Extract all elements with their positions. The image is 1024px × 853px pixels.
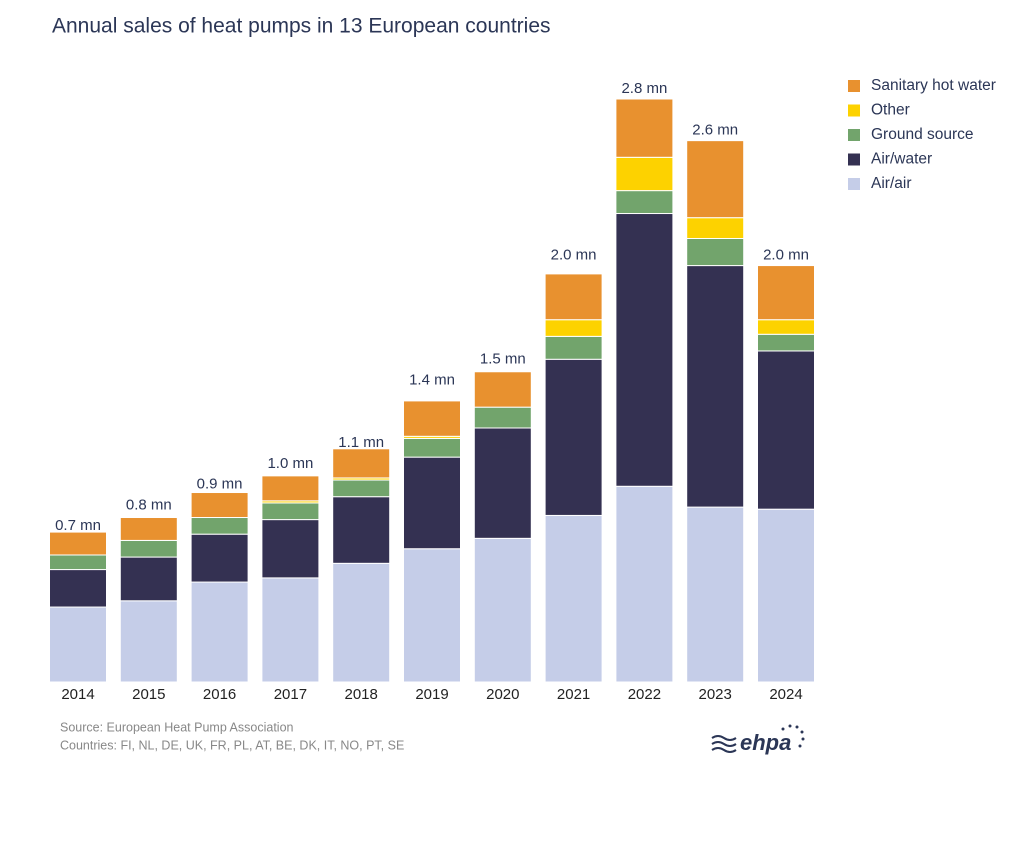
- legend-swatch: [848, 104, 860, 117]
- legend-swatch: [848, 178, 860, 190]
- x-tick-label: 2015: [132, 686, 165, 703]
- bar-segment: [544, 358, 603, 516]
- total-label: 1.4 mn: [409, 371, 455, 388]
- bar-segment: [686, 238, 745, 267]
- bar-segment: [190, 492, 249, 519]
- bar-segment: [473, 427, 532, 539]
- bar-segment: [615, 156, 674, 192]
- legend-label: Air/water: [871, 151, 932, 168]
- total-label: 1.1 mn: [338, 434, 384, 451]
- bar-segment: [686, 217, 745, 240]
- bar-segment: [757, 508, 815, 683]
- bar-segment: [190, 517, 249, 535]
- bar-segment: [261, 519, 320, 579]
- bar-segment: [615, 190, 674, 215]
- bar-segment: [686, 140, 745, 219]
- bar-segment: [544, 335, 603, 360]
- countries: Countries: FI, NL, DE, UK, FR, PL, AT, B…: [60, 738, 404, 752]
- total-label: 1.0 mn: [267, 455, 313, 472]
- bar-segment: [473, 537, 532, 683]
- logo: ehpa: [711, 724, 805, 755]
- x-tick-label: 2024: [769, 686, 802, 703]
- bar-segment: [615, 98, 674, 158]
- legend-label: Air/air: [871, 175, 911, 192]
- bar-segment: [686, 265, 745, 508]
- bar-segment: [686, 506, 745, 683]
- total-label: 2.0 mn: [763, 247, 809, 264]
- bar-segment: [544, 319, 603, 337]
- bar-segment: [757, 319, 815, 335]
- logo-waves: [711, 735, 737, 753]
- total-label: 0.7 mn: [55, 517, 101, 534]
- total-label: 0.9 mn: [197, 476, 243, 493]
- bar-segment: [615, 485, 674, 683]
- bar-segment: [332, 448, 391, 479]
- total-label: 2.8 mn: [621, 80, 667, 97]
- bar-segment: [403, 437, 461, 458]
- legend-label: Other: [871, 102, 910, 119]
- bar-segment: [403, 548, 461, 683]
- bar-segment: [332, 496, 391, 564]
- bar-segment: [119, 600, 178, 683]
- bar-segment: [49, 606, 107, 683]
- x-tick-label: 2020: [486, 686, 519, 703]
- x-tick-label: 2023: [699, 686, 732, 703]
- bar-segment: [190, 533, 249, 583]
- bar-segment: [615, 213, 674, 487]
- legend-swatch: [848, 153, 860, 166]
- bar-segment: [119, 539, 178, 558]
- x-tick-label: 2016: [203, 686, 236, 703]
- bar-segment: [49, 569, 107, 608]
- bar-segment: [757, 333, 815, 352]
- x-tick-label: 2018: [345, 686, 378, 703]
- total-label: 2.6 mn: [692, 122, 738, 139]
- logo-text: ehpa: [740, 730, 791, 755]
- bar-segment: [544, 514, 603, 683]
- total-label: 0.8 mn: [126, 496, 172, 513]
- legend-swatch: [848, 80, 860, 92]
- total-label: 2.0 mn: [551, 247, 597, 264]
- total-label: 1.5 mn: [480, 351, 526, 368]
- bar-segment: [49, 554, 107, 571]
- legend-label: Sanitary hot water: [871, 77, 996, 94]
- bar-segment: [261, 577, 320, 683]
- chart-title: Annual sales of heat pumps in 13 Europea…: [52, 15, 551, 38]
- bar-segment: [119, 517, 178, 541]
- bar-segment: [757, 350, 815, 510]
- bar-segment: [261, 502, 320, 521]
- bar-segment: [544, 273, 603, 321]
- bar-segment: [473, 371, 532, 408]
- bar-segment: [261, 475, 320, 502]
- x-tick-label: 2019: [415, 686, 448, 703]
- bar-segment: [757, 265, 815, 321]
- legend-label: Ground source: [871, 126, 974, 143]
- bar-segment: [190, 581, 249, 683]
- x-tick-label: 2014: [61, 686, 94, 703]
- bar-segment: [332, 479, 391, 498]
- source: Source: European Heat Pump Association: [60, 720, 294, 734]
- bar-segment: [473, 406, 532, 429]
- x-tick-label: 2022: [628, 686, 661, 703]
- x-tick-label: 2017: [274, 686, 307, 703]
- bar-segment: [49, 531, 107, 556]
- x-tick-label: 2021: [557, 686, 590, 703]
- legend-swatch: [848, 129, 860, 141]
- bar-segment: [403, 400, 461, 437]
- bar-segment: [332, 562, 391, 683]
- logo-stars: [781, 724, 805, 748]
- bar-segment: [403, 456, 461, 550]
- bar-segment: [119, 556, 178, 602]
